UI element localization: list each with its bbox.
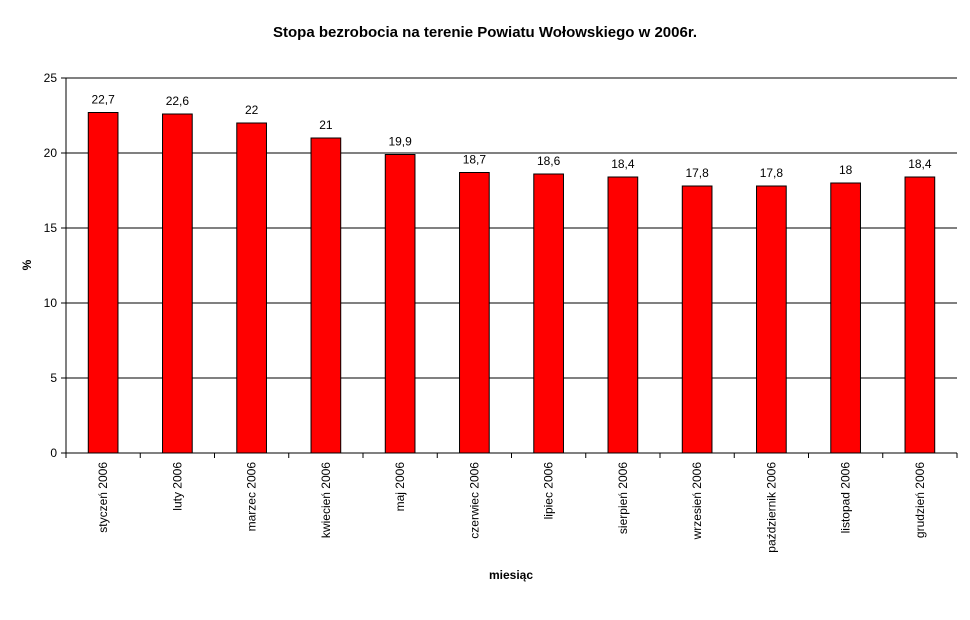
y-tick-label: 15 xyxy=(44,221,58,235)
category-label: sierpień 2006 xyxy=(616,462,630,534)
category-label: październik 2006 xyxy=(764,462,778,553)
data-label: 18,7 xyxy=(463,153,487,167)
category-label: kwiecień 2006 xyxy=(319,462,333,538)
category-label: lipiec 2006 xyxy=(542,462,556,520)
axes xyxy=(61,77,958,458)
bar xyxy=(236,122,267,454)
bar xyxy=(162,113,193,454)
data-label: 18,4 xyxy=(908,157,932,171)
bar xyxy=(756,185,787,454)
category-label: listopad 2006 xyxy=(839,462,853,534)
data-label: 18 xyxy=(839,163,853,177)
category-label: styczeń 2006 xyxy=(96,462,110,533)
bar xyxy=(904,176,936,454)
data-label: 17,8 xyxy=(760,166,784,180)
bars xyxy=(87,112,936,454)
bar xyxy=(681,185,713,454)
gridlines xyxy=(66,77,957,379)
y-tick-label: 20 xyxy=(44,146,58,160)
category-label: grudzień 2006 xyxy=(913,462,927,538)
bar xyxy=(830,182,861,454)
y-tick-label: 10 xyxy=(44,296,58,310)
bar xyxy=(87,112,119,454)
data-label: 19,9 xyxy=(388,135,412,149)
y-axis-title: % xyxy=(20,259,34,270)
category-label: maj 2006 xyxy=(393,462,407,512)
bar xyxy=(384,154,416,454)
data-label: 22,7 xyxy=(91,93,115,107)
x-axis-title: miesiąc xyxy=(489,568,533,582)
category-label: wrzesień 2006 xyxy=(690,462,704,541)
chart-title: Stopa bezrobocia na terenie Powiatu Woło… xyxy=(273,24,697,41)
category-label: czerwiec 2006 xyxy=(467,462,481,539)
y-tick-label: 0 xyxy=(50,446,57,460)
data-label: 18,4 xyxy=(611,157,635,171)
bar xyxy=(310,137,342,454)
category-label: luty 2006 xyxy=(170,462,184,511)
data-label: 22,6 xyxy=(166,94,190,108)
category-label: marzec 2006 xyxy=(245,462,259,532)
bar xyxy=(607,176,639,454)
y-tick-label: 5 xyxy=(50,371,57,385)
bar xyxy=(533,173,564,454)
data-label: 18,6 xyxy=(537,154,561,168)
y-tick-label: 25 xyxy=(44,71,58,85)
data-label: 21 xyxy=(319,118,333,132)
labels: 0 5 10 15 20 25 22,7 styczeń 2006 22,6 luty 2006 2… xyxy=(44,71,932,553)
data-label: 22 xyxy=(245,103,259,117)
bar xyxy=(459,172,490,454)
data-label: 17,8 xyxy=(685,166,709,180)
